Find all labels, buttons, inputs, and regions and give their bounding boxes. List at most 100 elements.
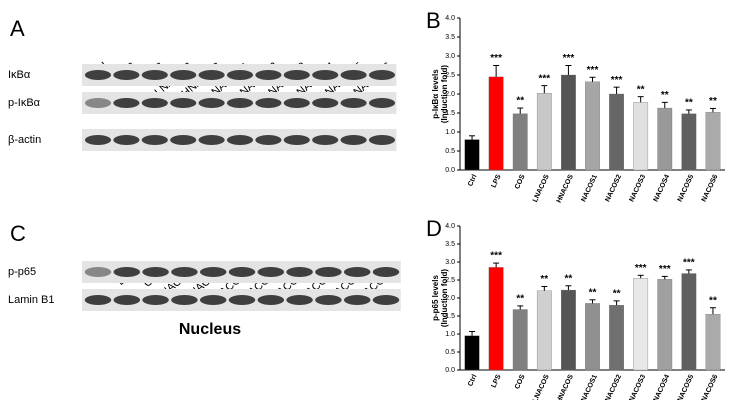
- y-tick-label: 0.5: [445, 349, 455, 356]
- significance: **: [709, 96, 717, 107]
- y-tick-label: 2.5: [445, 72, 455, 79]
- bar: [657, 279, 673, 371]
- bar: [681, 113, 697, 171]
- bar: [609, 93, 624, 171]
- y-tick-label: 0.0: [445, 167, 455, 174]
- band: [84, 98, 112, 108]
- y-tick-label: 1.0: [445, 129, 455, 136]
- y-axis-label: (Induction fold): [440, 269, 449, 328]
- band: [283, 135, 310, 145]
- caption: Nucleus: [179, 321, 241, 338]
- band: [113, 98, 140, 108]
- band: [368, 98, 396, 108]
- panel-label: A: [10, 16, 25, 41]
- significance: **: [540, 274, 548, 285]
- y-tick-label: 3.5: [445, 241, 455, 248]
- band: [113, 70, 140, 80]
- y-tick-label: 4.0: [445, 223, 455, 230]
- y-axis-label: p-p65 levels: [431, 275, 440, 321]
- y-tick-label: 1.5: [445, 313, 455, 320]
- band: [84, 267, 112, 277]
- band: [141, 70, 168, 80]
- row-label: p-IκBα: [8, 97, 41, 109]
- band: [228, 295, 256, 305]
- band: [368, 70, 396, 80]
- band: [255, 70, 282, 80]
- bar: [633, 278, 649, 371]
- band: [286, 267, 313, 277]
- significance: **: [516, 96, 524, 107]
- bar: [488, 267, 504, 371]
- y-tick-label: 2.5: [445, 277, 455, 284]
- band: [199, 295, 227, 305]
- band: [142, 267, 169, 277]
- bar: [464, 139, 480, 171]
- band: [340, 135, 367, 145]
- x-tick-label: NACOS3: [628, 174, 647, 203]
- x-tick-label: HNACOS: [556, 373, 575, 400]
- y-tick-label: 2.0: [445, 91, 455, 98]
- band: [228, 267, 256, 277]
- band: [343, 295, 371, 305]
- row-label: IκBα: [8, 69, 31, 81]
- band: [170, 70, 197, 80]
- band: [84, 70, 112, 80]
- band: [340, 98, 367, 108]
- y-tick-label: 1.0: [445, 331, 455, 338]
- x-tick-label: LPS: [491, 373, 503, 389]
- significance: ***: [490, 53, 502, 64]
- significance: ***: [490, 251, 502, 262]
- band: [84, 295, 112, 305]
- bar: [585, 81, 600, 171]
- band: [198, 98, 225, 108]
- bar: [512, 309, 528, 371]
- y-tick-label: 4.0: [445, 15, 455, 22]
- band: [113, 267, 141, 277]
- significance: **: [613, 289, 621, 300]
- x-tick-label: NACOS4: [653, 374, 672, 400]
- x-tick-label: LNACOS: [532, 373, 551, 400]
- bar: [705, 112, 721, 171]
- bar: [561, 289, 576, 371]
- band: [171, 267, 198, 277]
- significance: **: [516, 294, 524, 305]
- band: [170, 98, 197, 108]
- significance: ***: [538, 73, 550, 84]
- band: [141, 135, 168, 145]
- significance: **: [565, 273, 573, 284]
- band: [286, 295, 313, 305]
- panel-label: D: [426, 216, 442, 241]
- bar: [681, 273, 697, 371]
- band: [84, 135, 112, 145]
- x-tick-label: NACOS3: [628, 374, 647, 400]
- band: [198, 135, 225, 145]
- significance: ***: [611, 75, 623, 86]
- band: [315, 295, 342, 305]
- band: [283, 70, 310, 80]
- bar: [585, 303, 600, 371]
- x-tick-label: NACOS2: [604, 174, 623, 203]
- y-tick-label: 2.0: [445, 295, 455, 302]
- band: [312, 135, 339, 145]
- band: [226, 135, 254, 145]
- bar: [705, 314, 721, 371]
- row-label: Lamin B1: [8, 294, 54, 306]
- x-tick-label: NACOS2: [604, 374, 623, 400]
- significance: **: [661, 90, 669, 101]
- band: [170, 135, 197, 145]
- x-tick-label: NACOS1: [580, 374, 599, 400]
- band: [372, 267, 400, 277]
- band: [257, 295, 285, 305]
- x-tick-label: NACOS5: [677, 374, 696, 400]
- y-tick-label: 0.5: [445, 148, 455, 155]
- band: [171, 295, 198, 305]
- bar: [536, 93, 552, 171]
- x-tick-label: NACOS6: [701, 174, 720, 203]
- y-tick-label: 3.0: [445, 259, 455, 266]
- significance: ***: [635, 263, 647, 274]
- band: [283, 98, 310, 108]
- y-tick-label: 0.0: [445, 367, 455, 374]
- band: [141, 98, 168, 108]
- x-tick-label: NACOS6: [701, 374, 720, 400]
